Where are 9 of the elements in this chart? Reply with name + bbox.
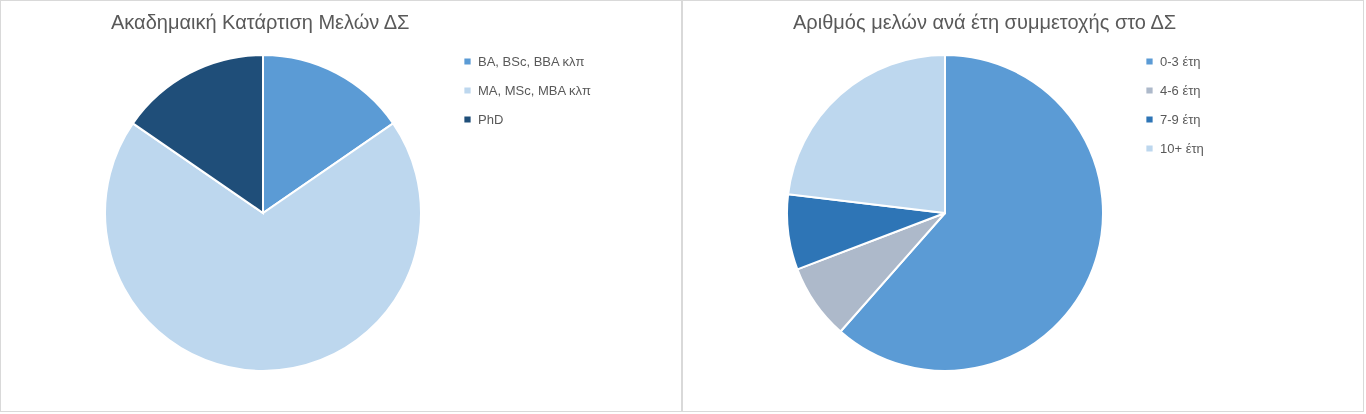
chart-title: Ακαδημαική Κατάρτιση Μελών ΔΣ <box>111 11 410 33</box>
legend-label: 0-3 έτη <box>1160 53 1201 69</box>
legend-label: 10+ έτη <box>1160 140 1204 156</box>
legend-label: PhD <box>478 111 504 127</box>
legend-label: MA, MSc, MBA κλπ <box>478 82 592 98</box>
legend-label: 7-9 έτη <box>1160 111 1201 127</box>
chart-title: Αριθμός μελών ανά έτη συμμετοχής στο ΔΣ <box>793 11 1177 33</box>
legend-label: 4-6 έτη <box>1160 82 1201 98</box>
legend-label: BA, BSc, BBA κλπ <box>478 53 585 69</box>
